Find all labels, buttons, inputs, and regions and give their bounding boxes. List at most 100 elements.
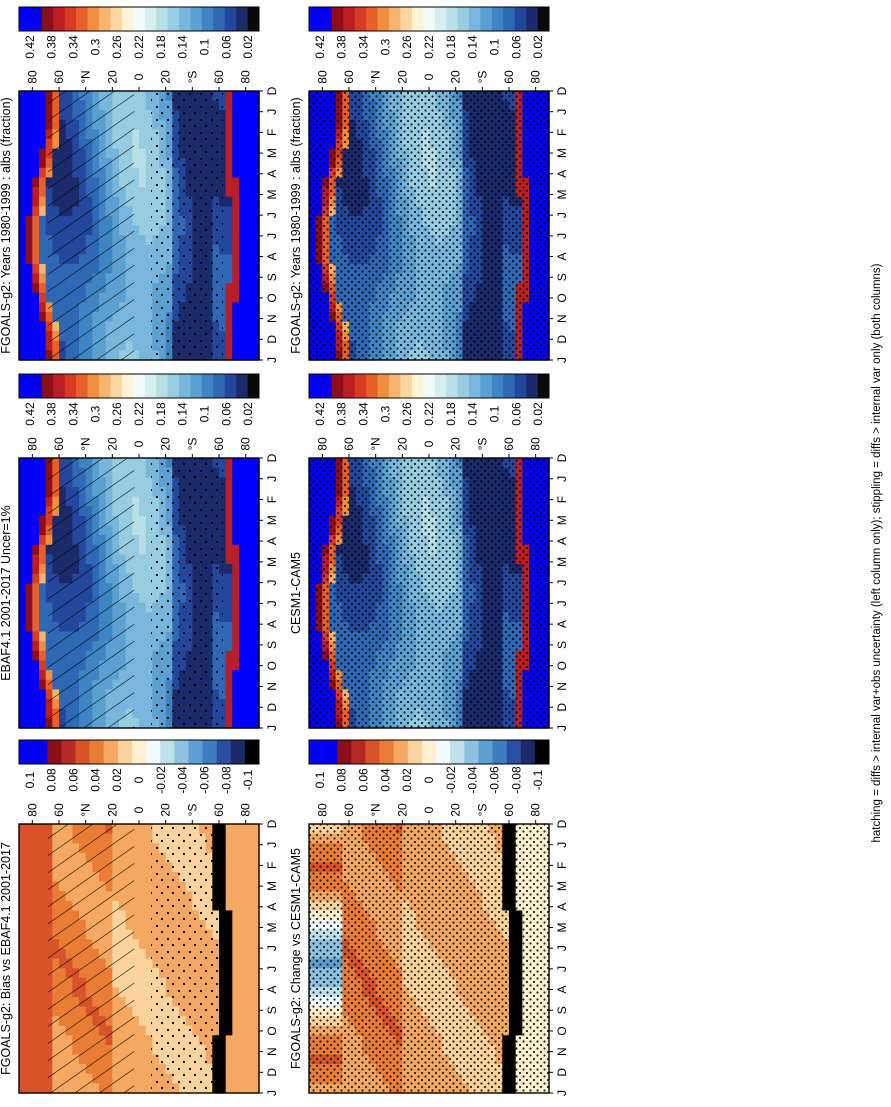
colorbar-swatch — [19, 7, 31, 31]
colorbar-swatch — [236, 374, 248, 398]
colorbar-swatch — [434, 374, 447, 398]
x-tick-label: F — [265, 129, 279, 136]
x-tick-label: D — [555, 703, 569, 712]
colorbar-swatch — [506, 740, 522, 764]
x-tick-label: J — [555, 966, 569, 972]
colorbar-swatch — [503, 7, 516, 31]
colorbar-swatch — [41, 7, 54, 31]
colorbar-swatch — [244, 740, 260, 764]
x-tick-label: O — [555, 293, 569, 302]
colorbar-label: -0.04 — [466, 766, 480, 794]
x-tick-label: D — [555, 86, 569, 95]
y-tick-label: 20 — [449, 803, 463, 817]
x-tick-label: A — [555, 903, 569, 911]
x-tick-label: J — [265, 357, 279, 363]
y-tick-label: °N — [369, 803, 383, 816]
colorbar-swatch — [213, 7, 226, 31]
x-tick-label: S — [265, 1006, 279, 1014]
colorbar-swatch — [366, 374, 378, 398]
colorbar-label: 0.3 — [88, 405, 102, 422]
x-tick-label: M — [555, 189, 569, 199]
colorbar-label: -0.1 — [531, 769, 545, 790]
colorbar-swatch — [76, 7, 88, 31]
x-tick-label: A — [265, 537, 279, 545]
x-tick-label: N — [555, 682, 569, 691]
colorbar-swatch — [366, 7, 378, 31]
colorbar-label: 0.08 — [45, 768, 59, 792]
y-tick-label: 60 — [342, 803, 356, 817]
stippling-overlay — [309, 91, 549, 360]
y-tick-label: 20 — [395, 803, 409, 817]
colorbar-swatch — [103, 740, 119, 764]
y-tick-label: 80 — [25, 70, 39, 84]
y-tick-label: °N — [79, 437, 93, 450]
colorbar-label: 0 — [132, 776, 146, 783]
colorbar-swatch — [365, 740, 380, 764]
colorbar-swatch — [457, 374, 470, 398]
y-tick-label: 0 — [132, 440, 146, 447]
x-tick-label: A — [555, 986, 569, 994]
colorbar-label: 0.26 — [400, 35, 414, 59]
colorbar-label: 0.34 — [67, 35, 81, 59]
colorbar-swatch — [99, 374, 111, 398]
colorbar-swatch — [202, 740, 217, 764]
x-tick-label: D — [265, 819, 279, 828]
y-tick-label: 20 — [159, 70, 173, 84]
x-tick-label: J — [555, 476, 569, 482]
y-tick-label: 80 — [315, 437, 329, 451]
x-tick-label: A — [265, 170, 279, 178]
hatching-overlay — [47, 824, 135, 1093]
x-tick-label: J — [265, 233, 279, 239]
colorbar-swatch — [133, 7, 146, 31]
x-tick-label: M — [265, 881, 279, 891]
colorbar-swatch — [19, 740, 34, 764]
colorbar-label: 0.22 — [422, 402, 436, 426]
y-tick-label: 0 — [422, 806, 436, 813]
panel-title: FGOALS-g2: Years 1980-1999 : albs (fract… — [289, 97, 303, 353]
colorbar-swatch — [478, 740, 493, 764]
colorbar-swatch — [201, 374, 214, 398]
colorbar-swatch — [121, 7, 134, 31]
colorbar-label: 0.1 — [197, 405, 211, 422]
x-tick-label: D — [555, 453, 569, 462]
colorbar-label: -0.02 — [444, 766, 458, 794]
colorbar-swatch — [201, 7, 214, 31]
y-tick-label: 60 — [342, 437, 356, 451]
y-tick-label: 20 — [449, 437, 463, 451]
colorbar-swatch — [407, 740, 423, 764]
colorbar-label: -0.06 — [487, 766, 501, 794]
colorbar-swatch — [537, 7, 550, 31]
colorbar-label: 0.1 — [313, 771, 327, 788]
x-tick-label: F — [265, 496, 279, 503]
x-tick-label: J — [555, 725, 569, 731]
colorbar-label: -0.08 — [219, 766, 233, 794]
y-tick-label: 80 — [529, 437, 543, 451]
y-tick-label: 60 — [342, 70, 356, 84]
x-tick-label: M — [265, 557, 279, 567]
colorbar-swatch — [464, 740, 479, 764]
colorbar-swatch — [179, 7, 191, 31]
colorbar-swatch — [337, 740, 352, 764]
x-tick-label: J — [265, 476, 279, 482]
y-tick-label: 80 — [25, 803, 39, 817]
colorbar-swatch — [156, 374, 168, 398]
colorbar-swatch — [247, 7, 260, 31]
colorbar-label: 0.3 — [378, 38, 392, 55]
colorbar-label: -0.02 — [154, 766, 168, 794]
panel-left-bottom: D J F M A M J J A S O N D J 80 60 °N 20 0 20 °S 60 80 FGOALS-g2… — [0, 739, 279, 1096]
x-tick-label: M — [265, 189, 279, 199]
colorbar-swatch — [331, 374, 344, 398]
y-tick-label: 20 — [105, 803, 119, 817]
x-tick-label: N — [555, 1047, 569, 1056]
y-tick-label: 20 — [449, 70, 463, 84]
colorbar-swatch — [156, 7, 168, 31]
x-tick-label: A — [555, 537, 569, 545]
x-tick-label: D — [265, 703, 279, 712]
colorbar-label: 0.06 — [357, 768, 371, 792]
x-tick-label: J — [555, 357, 569, 363]
colorbar-swatch — [421, 740, 437, 764]
colorbar-label: 0.38 — [335, 402, 349, 426]
x-tick-label: A — [555, 620, 569, 628]
x-tick-label: A — [555, 170, 569, 178]
colorbar-label: 0.14 — [466, 402, 480, 426]
